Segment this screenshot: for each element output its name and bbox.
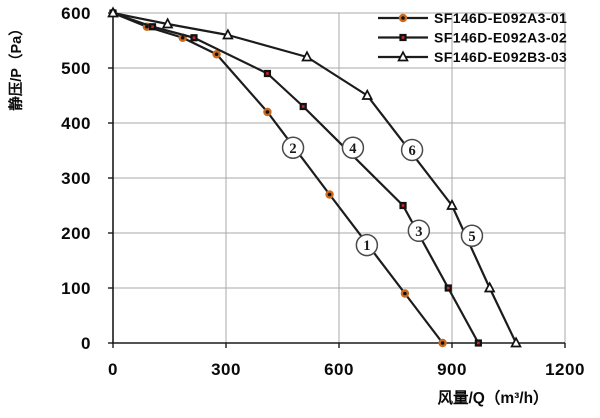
series-0-marker (400, 289, 410, 298)
y-tick-label: 600 (61, 4, 91, 23)
x-tick-label: 600 (324, 360, 354, 379)
x-tick-label: 0 (108, 360, 118, 379)
annotation-circle-6 (400, 138, 424, 162)
legend-label-2: SF146D-E092B3-03 (434, 49, 567, 65)
series-2-marker (301, 50, 313, 62)
series-2-marker (483, 281, 496, 293)
series-1-marker-dot (266, 72, 269, 75)
x-tick-label: 900 (437, 360, 467, 379)
series-1-marker-dot (446, 286, 450, 290)
annotation-circle-1 (355, 233, 379, 257)
y-tick-label: 0 (81, 334, 91, 353)
y-tick-label: 200 (61, 224, 91, 243)
series-1-marker-dot (151, 25, 154, 29)
legend-marker-0 (398, 13, 408, 23)
series-1-marker-dot (401, 204, 405, 207)
y-tick-label: 300 (61, 169, 91, 188)
annotation-number-6: 6 (408, 143, 415, 159)
legend-label-0: SF146D-E092A3-01 (434, 10, 567, 26)
series-2-marker (107, 6, 119, 18)
x-axis-title: 风量/Q（m³/h） (437, 389, 548, 407)
series-0-marker (438, 338, 447, 348)
series-1-marker-dot (192, 36, 196, 40)
annotation-number-1: 1 (363, 238, 370, 254)
y-tick-label: 400 (61, 114, 91, 133)
annotation-circle-4 (341, 136, 365, 159)
series-0-marker (263, 107, 272, 117)
series-1-marker-dot (477, 341, 480, 345)
annotation-circle-5 (460, 224, 484, 247)
y-tick-label: 500 (61, 59, 91, 78)
annotation-number-3: 3 (415, 224, 422, 240)
annotation-number-5: 5 (468, 229, 475, 245)
y-tick-label: 100 (61, 279, 91, 298)
legend-marker-2 (397, 50, 409, 62)
legend-marker-1-dot (401, 36, 405, 39)
series-2-marker (510, 336, 522, 348)
series-0-marker (325, 190, 334, 199)
series-line-2 (112, 11, 518, 344)
series-0-marker (212, 50, 221, 59)
series-1-marker-dot (301, 105, 305, 108)
series-2-marker (222, 28, 234, 40)
legend-label-1: SF146D-E092A3-02 (434, 30, 567, 46)
series-2-marker (446, 198, 458, 210)
x-tick-label: 300 (211, 360, 241, 379)
series-2-marker (161, 17, 174, 29)
annotation-number-4: 4 (349, 141, 356, 157)
annotation-circle-3 (407, 219, 431, 243)
annotation-number-2: 2 (289, 141, 296, 157)
series-line-1 (112, 11, 480, 344)
series-2-marker (361, 88, 374, 100)
x-tick-label: 1200 (545, 360, 585, 379)
y-axis-title: 静压/P（Pa） (7, 21, 25, 110)
annotation-circle-2 (281, 136, 305, 159)
